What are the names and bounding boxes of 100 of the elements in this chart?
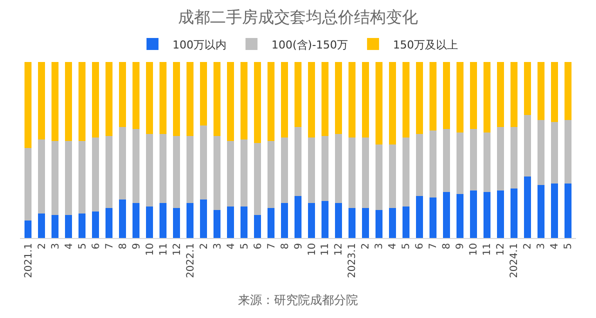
bar: [227, 206, 234, 238]
x-tick-label: 6: [90, 243, 102, 250]
x-tick-label: 7: [428, 243, 440, 250]
x-tick-label: 9: [293, 243, 304, 250]
bar: [227, 141, 234, 206]
bar: [173, 208, 180, 238]
x-tick-label: 2022.1: [185, 243, 196, 278]
bar: [430, 62, 436, 131]
bar: [268, 141, 274, 208]
bar: [160, 202, 166, 238]
bar: [510, 188, 518, 238]
bar: [416, 134, 423, 196]
x-tick-label: 11: [320, 243, 332, 256]
x-tick-label: 2023.1: [347, 243, 358, 278]
bar: [294, 127, 302, 196]
x-tick-label: 4: [226, 243, 237, 250]
bar: [146, 206, 153, 238]
x-tick-label: 2: [522, 243, 534, 250]
bar: [214, 136, 220, 210]
bar: [173, 136, 180, 208]
bar: [200, 125, 207, 200]
bar: [65, 141, 72, 216]
bar: [389, 208, 396, 238]
bar: [484, 132, 490, 192]
x-tick-label: 8: [442, 243, 453, 250]
bar: [119, 62, 126, 128]
x-tick-label: 6: [414, 243, 426, 250]
x-tick-label: 2: [36, 243, 48, 250]
bar: [484, 192, 490, 238]
x-tick-label: 9: [455, 243, 466, 250]
bar: [524, 114, 531, 176]
bar: [294, 62, 302, 128]
legend-label: 100(含)-150万: [272, 38, 348, 52]
x-tick-label: 10: [468, 243, 480, 256]
x-tick-label: 3: [212, 243, 224, 250]
bar: [254, 142, 261, 216]
bar: [376, 210, 382, 238]
bar: [510, 62, 518, 128]
x-tick-label: 7: [266, 243, 278, 250]
bar: [65, 215, 72, 238]
x-tick-label: 7: [104, 243, 116, 250]
bar: [430, 198, 436, 238]
x-tick-label: 12: [172, 243, 183, 256]
bar: [186, 62, 194, 136]
bar: [268, 208, 274, 238]
x-tick-label: 2: [198, 243, 210, 250]
bar: [65, 62, 72, 142]
chart-title: 成都二手房成交套均总价结构变化: [178, 7, 418, 26]
bar: [443, 192, 450, 238]
bar: [52, 62, 58, 142]
bar: [538, 120, 544, 186]
bar: [78, 141, 86, 214]
bar: [402, 138, 410, 206]
x-tick-label: 8: [118, 243, 129, 250]
x-tick-label: 5: [401, 243, 412, 250]
x-tick-label: 11: [482, 243, 494, 256]
bar: [160, 62, 166, 134]
bar: [281, 62, 288, 138]
bar: [564, 120, 572, 184]
bar: [294, 196, 302, 238]
bar: [402, 62, 410, 138]
bar: [402, 206, 410, 238]
bar: [551, 122, 558, 184]
x-tick-label: 6: [252, 243, 264, 250]
bar: [376, 62, 382, 145]
bar: [322, 62, 328, 136]
bar: [416, 62, 423, 134]
bar: [240, 62, 248, 140]
bar: [24, 148, 32, 220]
bar: [308, 138, 315, 203]
bar: [24, 62, 32, 148]
bar: [551, 62, 558, 122]
bar: [484, 62, 490, 132]
x-tick-label: 5: [77, 243, 88, 250]
x-tick-label: 5: [239, 243, 250, 250]
bar: [470, 190, 477, 238]
bar: [362, 138, 369, 208]
x-tick-label: 4: [64, 243, 75, 250]
bar: [132, 128, 140, 203]
bar: [456, 132, 464, 194]
bar: [335, 202, 342, 238]
bar: [146, 134, 153, 206]
x-tick-label: 4: [550, 243, 561, 250]
bar: [160, 134, 166, 203]
x-tick-label: 10: [306, 243, 318, 256]
x-tick-label: 8: [280, 243, 291, 250]
bar: [538, 185, 544, 238]
bar: [186, 202, 194, 238]
bar: [389, 144, 396, 208]
x-tick-label: 12: [496, 243, 507, 256]
bar: [214, 210, 220, 238]
bar: [497, 62, 504, 128]
bar: [322, 201, 328, 238]
bar: [389, 62, 396, 145]
bar: [456, 62, 464, 132]
bar: [308, 62, 315, 138]
bar: [456, 194, 464, 238]
bar: [430, 130, 436, 198]
x-tick-label: 9: [131, 243, 142, 250]
bar: [538, 62, 544, 120]
